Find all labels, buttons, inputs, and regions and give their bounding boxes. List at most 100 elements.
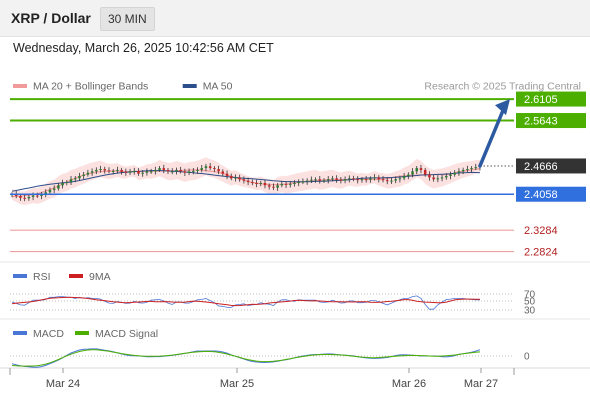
level-label-box [516, 186, 586, 202]
candle-body [360, 179, 364, 181]
legend-label: MA 50 [203, 81, 233, 93]
level-label: 2.4058 [524, 189, 558, 201]
level-label-box [516, 91, 586, 107]
candle-body [297, 182, 300, 184]
legend-swatch [13, 84, 27, 88]
candle-body [470, 168, 473, 170]
candle-body [166, 169, 170, 172]
rsi-ma-line [11, 296, 481, 307]
candle-body [90, 171, 94, 173]
ma50-line [11, 169, 481, 192]
candle-body [14, 194, 18, 196]
candle-body [86, 172, 90, 175]
macd-legend-label: MACD [33, 328, 64, 340]
copyright-text: Research © 2025 Trading Central [424, 81, 581, 93]
x-tick-label: Mar 25 [220, 378, 254, 390]
candle-body [466, 169, 469, 171]
candle-body [111, 170, 115, 172]
macd-legend-swatch [75, 331, 89, 335]
candle-body [289, 183, 292, 185]
candle-body [128, 171, 132, 173]
candle-body [449, 174, 452, 176]
candle-body [27, 196, 31, 199]
candle-body [19, 195, 22, 198]
candle-body [339, 179, 343, 181]
candle-body [23, 197, 26, 199]
candle-body [453, 172, 456, 175]
candle-body [238, 177, 241, 180]
candle-body [305, 180, 309, 182]
candle-body [461, 169, 465, 172]
rsi-legend-swatch [13, 274, 27, 278]
candle-body [263, 182, 267, 186]
rsi-level-label: 70 [524, 290, 536, 301]
candle-body [116, 169, 119, 171]
candle-body [141, 172, 144, 174]
macd-legend-swatch [13, 331, 27, 335]
level-label: 2.3284 [524, 225, 558, 237]
candle-body [73, 178, 77, 180]
candle-body [213, 168, 216, 170]
candle-body [255, 182, 258, 184]
candle-body [381, 179, 385, 181]
candle-body [162, 168, 166, 170]
rsi-level-label: 30 [524, 306, 536, 317]
candle-body [149, 171, 153, 173]
candle-body [40, 194, 43, 196]
rsi-legend-label: RSI [33, 271, 51, 283]
candle-body [170, 171, 174, 173]
candle-body [432, 177, 435, 180]
chart-header: XRP / Dollar 30 MIN [0, 0, 590, 37]
candle-body [145, 171, 149, 173]
level-label: 2.6105 [524, 94, 558, 106]
macd-signal-line [11, 349, 481, 367]
candle-body [107, 170, 111, 172]
candle-body [225, 173, 229, 176]
candle-body [440, 177, 444, 179]
candle-body [293, 182, 296, 184]
candle-body [280, 183, 284, 186]
candle-body [326, 179, 330, 181]
candle-body [137, 170, 140, 174]
candle-body [364, 179, 368, 181]
candle-body [52, 188, 56, 190]
level-label-box [516, 113, 586, 129]
x-tick-label: Mar 27 [464, 378, 498, 390]
candle-body [246, 180, 250, 183]
candle-body [251, 182, 254, 184]
candle-body [57, 185, 60, 189]
candle-body [192, 170, 195, 172]
candle-body [445, 176, 448, 178]
timeframe-button[interactable]: 30 MIN [100, 7, 155, 31]
ma20-line [11, 168, 481, 198]
rsi-legend-label: 9MA [89, 271, 111, 283]
candle-body [310, 179, 313, 181]
candle-body [31, 195, 35, 197]
candle-body [457, 171, 461, 173]
candle-body [423, 169, 427, 175]
candle-body [200, 168, 203, 170]
candle-body [343, 179, 347, 181]
forecast-arrow-shaft [478, 106, 506, 168]
macd-legend-label: MACD Signal [95, 328, 158, 340]
candle-body [419, 168, 423, 170]
candle-body [411, 171, 414, 175]
candle-body [301, 181, 305, 183]
candle-body [36, 195, 39, 197]
candle-body [276, 185, 279, 188]
candle-body [267, 185, 271, 187]
candle-body [242, 179, 246, 181]
chart-datetime: Wednesday, March 26, 2025 10:42:56 AM CE… [13, 41, 274, 55]
candle-body [373, 177, 376, 179]
candle-body [474, 167, 478, 169]
candle-body [322, 180, 326, 182]
candle-body [352, 178, 355, 180]
candle-body [65, 182, 69, 184]
candle-body [48, 189, 52, 193]
level-label-box [516, 158, 586, 174]
candle-body [234, 177, 237, 179]
candle-body [124, 171, 128, 173]
candle-body [259, 182, 263, 184]
candle-body [44, 192, 47, 195]
